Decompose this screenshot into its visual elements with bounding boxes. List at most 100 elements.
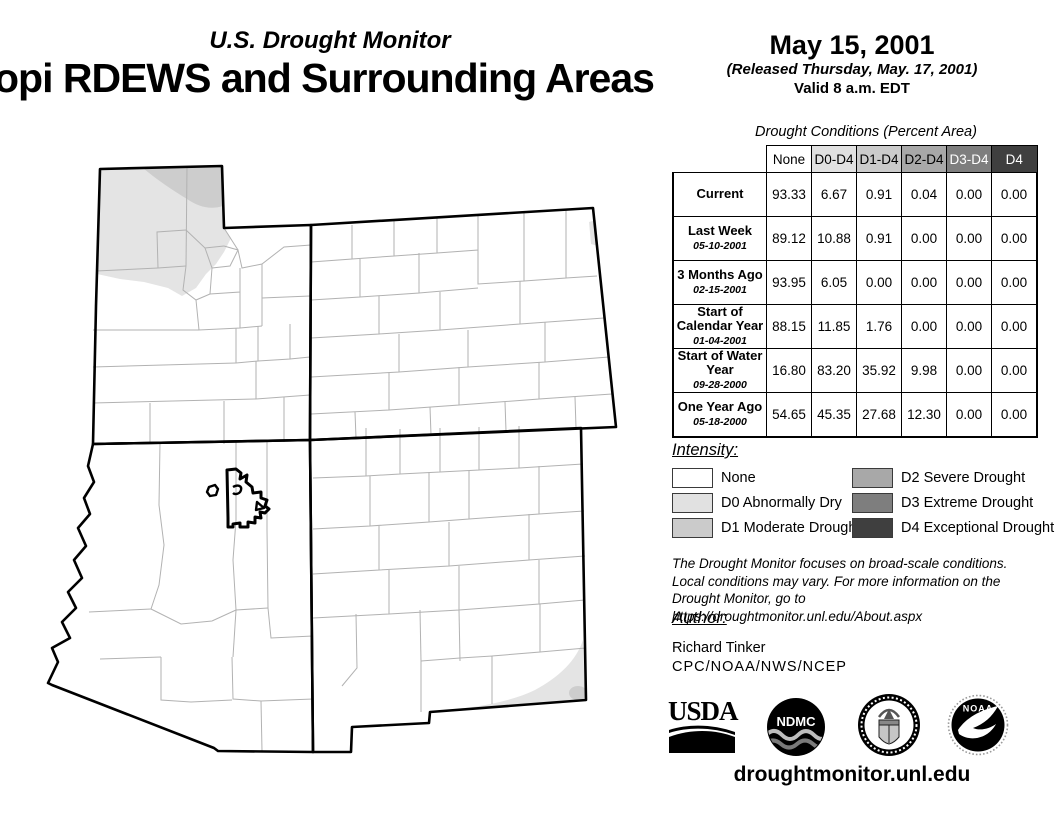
legend-label: None xyxy=(721,469,756,486)
value-cell: 0.00 xyxy=(991,216,1038,261)
county-borders xyxy=(88,166,613,752)
value-cell: 0.00 xyxy=(991,348,1038,393)
legend-item-d1: D1 Moderate Drought xyxy=(672,517,860,538)
legend-label: D0 Abnormally Dry xyxy=(721,494,842,511)
highlight-main-outline xyxy=(225,467,271,529)
value-cell: 0.91 xyxy=(856,172,902,217)
legend-swatch-none xyxy=(672,467,713,488)
arizona-border xyxy=(46,438,315,754)
department-of-commerce-seal xyxy=(858,694,920,756)
row-date: 05-18-2000 xyxy=(693,416,747,428)
map-area-title: opi RDEWS and Surrounding Areas xyxy=(0,55,655,101)
value-cell: 10.88 xyxy=(811,216,857,261)
table-row-start-calendar-year: Start of Calendar Year 01-04-2001 88.15 1… xyxy=(672,304,1038,349)
table-row-one-year-ago: One Year Ago 05-18-2000 54.65 45.35 27.68… xyxy=(672,392,1038,438)
table-header-row: None D0-D4 D1-D4 D2-D4 D3-D4 D4 xyxy=(673,145,1038,173)
table-corner-cell xyxy=(673,145,767,173)
col-header-d2-d4: D2-D4 xyxy=(901,145,947,173)
value-cell: 0.00 xyxy=(946,392,992,438)
d1-area-north-utah xyxy=(143,166,223,208)
value-cell: 93.95 xyxy=(766,260,812,305)
legend-swatch-d1 xyxy=(672,517,713,538)
map-date: May 15, 2001 xyxy=(769,30,935,60)
usda-logo-text: USDA xyxy=(668,696,739,726)
value-cell: 0.00 xyxy=(901,304,947,349)
footer-url: droughtmonitor.unl.edu xyxy=(733,763,971,786)
legend-item-none: None xyxy=(672,467,852,488)
legend-item-d2: D2 Severe Drought xyxy=(852,467,1054,488)
value-cell: 0.00 xyxy=(901,260,947,305)
value-cell: 12.30 xyxy=(901,392,947,438)
legend-label: D3 Extreme Drought xyxy=(901,494,1034,511)
row-date: 01-04-2001 xyxy=(693,335,747,347)
value-cell: 0.00 xyxy=(901,216,947,261)
legend-item-d4: D4 Exceptional Drought xyxy=(852,517,1054,538)
value-cell: 88.15 xyxy=(766,304,812,349)
value-cell: 9.98 xyxy=(901,348,947,393)
disclaimer-line: The Drought Monitor focuses on broad-sca… xyxy=(672,556,1008,571)
noaa-logo-text: NOAA xyxy=(963,704,994,714)
value-cell: 89.12 xyxy=(766,216,812,261)
legend-swatch-d4 xyxy=(852,517,893,538)
value-cell: 35.92 xyxy=(856,348,902,393)
value-cell: 6.67 xyxy=(811,172,857,217)
legend-swatch-d0 xyxy=(672,492,713,513)
value-cell: 0.91 xyxy=(856,216,902,261)
value-cell: 0.00 xyxy=(991,172,1038,217)
program-title: U.S. Drought Monitor xyxy=(209,27,451,54)
noaa-seabird-icon xyxy=(958,706,998,739)
table-row-last-week: Last Week 05-10-2001 89.12 10.88 0.91 0.0… xyxy=(672,216,1038,261)
value-cell: 16.80 xyxy=(766,348,812,393)
table-row-current: Current 93.33 6.67 0.91 0.04 0.00 0.00 xyxy=(672,172,1038,217)
legend-label: D1 Moderate Drought xyxy=(721,519,861,536)
row-label: Start of Water Year xyxy=(677,348,763,377)
col-header-d4: D4 xyxy=(991,145,1038,173)
author-name: Richard Tinker xyxy=(672,640,766,656)
value-cell: 0.00 xyxy=(946,216,992,261)
ndmc-logo-text: NDMC xyxy=(777,714,817,729)
disclaimer: The Drought Monitor focuses on broad-sca… xyxy=(672,555,1056,625)
value-cell: 0.04 xyxy=(901,172,947,217)
value-cell: 0.00 xyxy=(991,260,1038,305)
highlight-west-blob xyxy=(205,483,220,498)
legend-swatch-d2 xyxy=(852,467,893,488)
disclaimer-line: Local conditions may vary. For more info… xyxy=(672,573,1001,589)
disclaimer-line: Drought Monitor, go to https://droughtmo… xyxy=(672,591,923,624)
highlight-inner-curl xyxy=(232,484,243,496)
drought-shaded-areas xyxy=(97,166,598,710)
table-row-start-water-year: Start of Water Year 09-28-2000 16.80 83.2… xyxy=(672,348,1038,393)
legend-item-d3: D3 Extreme Drought xyxy=(852,492,1054,513)
value-cell: 0.00 xyxy=(946,348,992,393)
row-label: 3 Months Ago xyxy=(677,267,763,282)
drought-conditions-table: None D0-D4 D1-D4 D2-D4 D3-D4 D4 Current … xyxy=(672,145,1038,438)
col-header-d0-d4: D0-D4 xyxy=(811,145,857,173)
value-cell: 27.68 xyxy=(856,392,902,438)
value-cell: 0.00 xyxy=(946,260,992,305)
table-row-3-months-ago: 3 Months Ago 02-15-2001 93.95 6.05 0.00 0… xyxy=(672,260,1038,305)
intensity-legend: Intensity: None D0 Abnormally Dry D1 Mod… xyxy=(672,441,1054,538)
legend-label: D2 Severe Drought xyxy=(901,469,1026,486)
value-cell: 1.76 xyxy=(856,304,902,349)
state-borders xyxy=(46,164,618,754)
release-date: (Released Thursday, May. 17, 2001) xyxy=(726,61,978,78)
row-label: One Year Ago xyxy=(677,399,763,414)
usda-swoosh-icon xyxy=(669,725,735,753)
row-date: 09-28-2000 xyxy=(693,379,747,391)
usda-logo: USDA xyxy=(668,696,739,758)
author-org: CPC/NOAA/NWS/NCEP xyxy=(672,659,847,675)
row-label: Start of Calendar Year xyxy=(676,304,764,333)
value-cell: 83.20 xyxy=(811,348,857,393)
ndmc-logo: NDMC xyxy=(767,698,825,756)
row-date: 02-15-2001 xyxy=(693,284,747,296)
highlight-inner-triangle xyxy=(254,500,266,512)
value-cell: 0.00 xyxy=(991,304,1038,349)
col-header-none: None xyxy=(766,145,812,173)
value-cell: 45.35 xyxy=(811,392,857,438)
table-title: Drought Conditions (Percent Area) xyxy=(755,124,977,140)
valid-time: Valid 8 a.m. EDT xyxy=(794,80,910,97)
value-cell: 54.65 xyxy=(766,392,812,438)
value-cell: 93.33 xyxy=(766,172,812,217)
author-title: Author: xyxy=(672,608,727,627)
